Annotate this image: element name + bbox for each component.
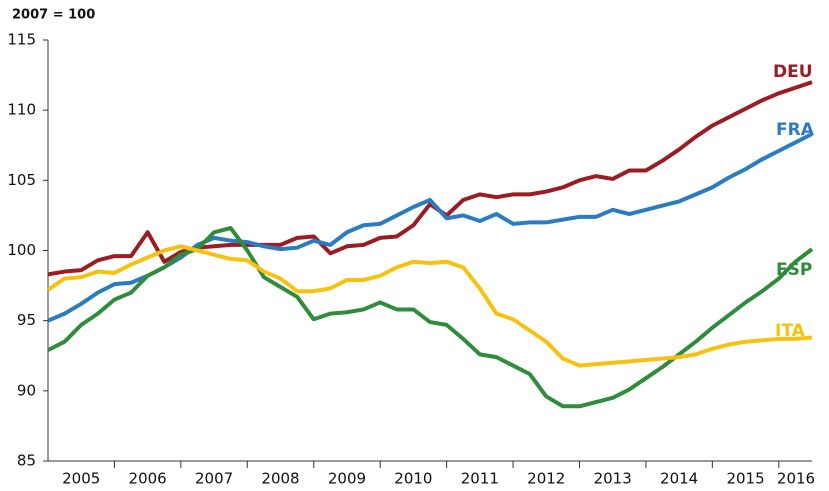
x-tick-label: 2005 — [62, 470, 100, 488]
y-axis-label: 2007 = 100 — [12, 8, 95, 23]
x-tick-label: 2007 — [195, 470, 233, 488]
x-tick-label: 2006 — [129, 470, 167, 488]
y-tick-label: 95 — [17, 311, 36, 329]
y-tick-label: 85 — [17, 452, 36, 470]
x-tick-label: 2016 — [777, 470, 815, 488]
series-label: ITA — [775, 321, 806, 341]
x-tick-label: 2009 — [328, 470, 366, 488]
x-tick-label: 2015 — [726, 470, 764, 488]
y-tick-label: 105 — [7, 171, 36, 189]
x-tick-label: 2011 — [461, 470, 499, 488]
x-tick-label: 2013 — [594, 470, 632, 488]
x-tick-label: 2014 — [660, 470, 698, 488]
series-label: FRA — [776, 120, 815, 140]
series-line — [47, 226, 814, 409]
series-label: DEU — [773, 62, 813, 82]
series-label: ESP — [776, 260, 812, 280]
series-line — [47, 132, 813, 323]
y-tick-label: 100 — [7, 241, 36, 259]
x-tick-label: 2008 — [261, 470, 299, 488]
x-tick-label: 2012 — [527, 470, 565, 488]
series-line — [46, 244, 813, 368]
y-tick-label: 115 — [7, 31, 36, 49]
series-line — [47, 80, 813, 277]
y-tick-label: 110 — [7, 101, 36, 119]
y-tick-label: 90 — [17, 381, 36, 399]
x-tick-label: 2010 — [394, 470, 432, 488]
